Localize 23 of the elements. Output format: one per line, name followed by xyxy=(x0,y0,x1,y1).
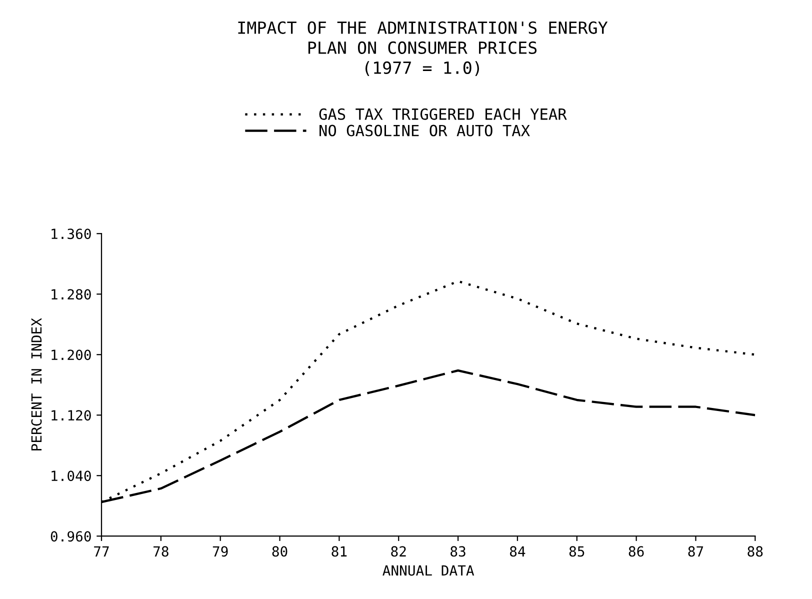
x-tick-label: 83 xyxy=(450,546,466,557)
x-tick-label: 85 xyxy=(569,546,584,557)
x-tick-label: 79 xyxy=(212,546,228,557)
y-tick-label: 1.040 xyxy=(52,470,91,482)
x-tick-label: 78 xyxy=(154,546,168,557)
x-tick-label: 81 xyxy=(332,546,347,557)
y-tick-label: 1.360 xyxy=(52,228,91,240)
y-tick-label: 0.960 xyxy=(50,531,91,542)
x-tick-label: 80 xyxy=(272,546,288,557)
x-tick-label: 77 xyxy=(94,546,109,556)
x-tick-label: 86 xyxy=(628,546,644,557)
y-tick-label: 1.280 xyxy=(52,289,91,300)
x-axis-title: ANNUAL DATA xyxy=(382,565,474,576)
chart-title: IMPACT OF THE ADMINISTRATION'S ENERGY PLAN ON CONSUMER PRICES (1977 = 1.0) xyxy=(238,21,608,76)
x-tick-label: 88 xyxy=(748,546,763,557)
y-tick-label: 1.120 xyxy=(52,410,91,421)
y-tick-label: 1.200 xyxy=(52,350,91,360)
x-tick-label: 87 xyxy=(688,546,704,557)
y-axis-title: PERCENT IN INDEX xyxy=(31,318,42,450)
x-tick-label: 84 xyxy=(510,546,526,557)
legend-label: NO GASOLINE OR AUTO TAX xyxy=(320,124,530,136)
legend-label: GAS TAX TRIGGERED EACH YEAR xyxy=(319,108,567,120)
x-tick-label: 82 xyxy=(391,546,406,557)
